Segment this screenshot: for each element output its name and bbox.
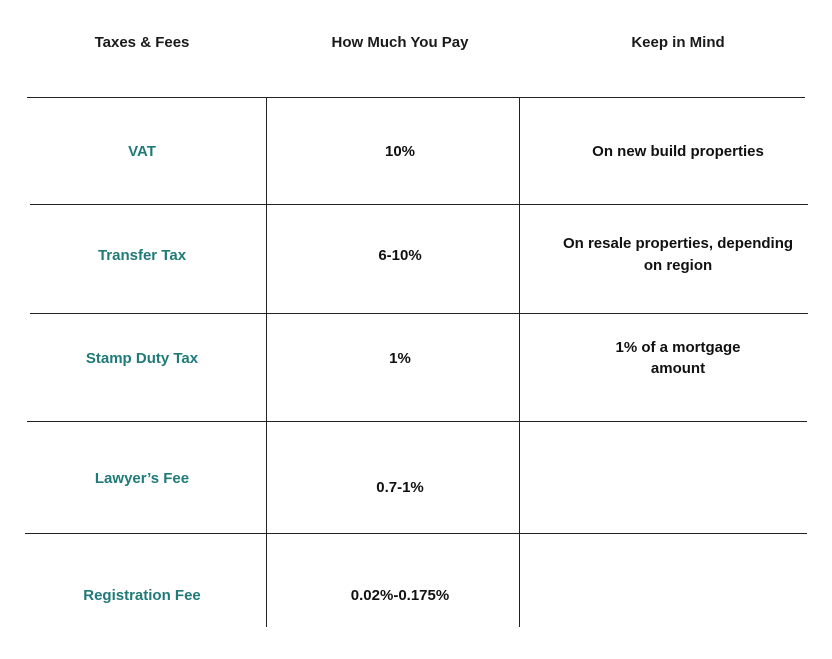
row-stamp-duty-note-line1: 1% of a mortgage — [615, 339, 741, 356]
row-vat-pay: 10% — [384, 143, 416, 160]
row-stamp-duty-name: Stamp Duty Tax — [85, 350, 199, 367]
header-taxes-fees: Taxes & Fees — [94, 34, 190, 51]
row-stamp-duty-pay: 1% — [389, 350, 411, 367]
row-divider-4 — [25, 533, 807, 534]
row-transfer-tax-note-line1: On resale properties, depending — [562, 235, 794, 252]
row-stamp-duty-note-line2: amount — [650, 360, 706, 377]
column-divider-2 — [519, 98, 520, 627]
header-keep-in-mind: Keep in Mind — [631, 34, 725, 51]
row-lawyers-fee-pay: 0.7-1% — [376, 479, 424, 496]
row-vat-name: VAT — [128, 143, 156, 160]
row-vat-note: On new build properties — [592, 143, 764, 160]
row-divider-2 — [30, 313, 808, 314]
table-top-border — [27, 97, 805, 98]
column-divider-1 — [266, 98, 267, 627]
row-transfer-tax-note-line2: on region — [643, 257, 713, 274]
header-how-much-you-pay: How Much You Pay — [331, 34, 469, 51]
row-lawyers-fee-name: Lawyer’s Fee — [94, 470, 190, 487]
row-registration-fee-name: Registration Fee — [83, 587, 201, 604]
row-divider-1 — [30, 204, 808, 205]
row-transfer-tax-pay: 6-10% — [378, 247, 422, 264]
row-registration-fee-pay: 0.02%-0.175% — [350, 587, 450, 604]
row-divider-3 — [27, 421, 807, 422]
row-transfer-tax-name: Transfer Tax — [97, 247, 187, 264]
